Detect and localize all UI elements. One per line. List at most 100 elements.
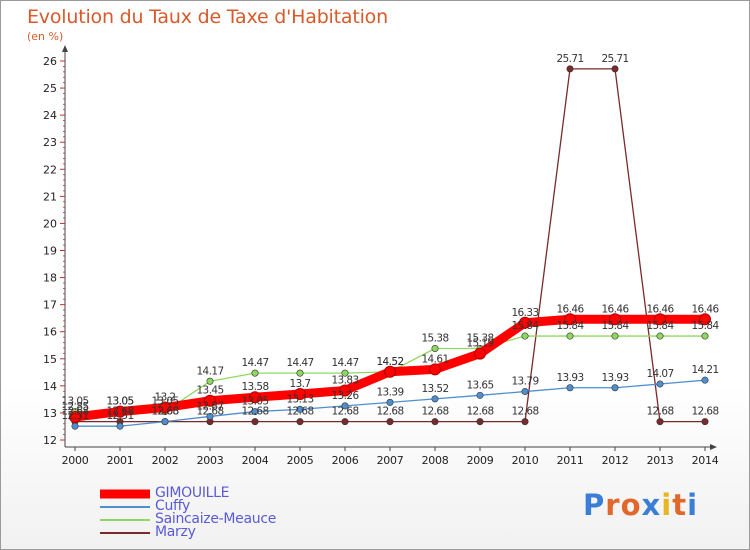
data-point-marzy [656,418,664,426]
logo-letter: i [687,488,699,522]
y-tick-label: 23 [43,136,57,149]
logo-letter: i [661,488,673,522]
data-label-saincaize-meauce: 14.52 [376,356,403,368]
data-label-gimouille: 16.46 [646,303,674,315]
data-label-saincaize-meauce: 13.05 [106,396,133,408]
data-label-marzy: 12.68 [331,406,358,418]
data-label-marzy: 12.68 [376,406,403,418]
data-point-gimouille [249,391,261,404]
data-label-gimouille: 16.46 [691,303,719,315]
legend-swatch [100,489,150,498]
y-tick-label: 22 [43,163,57,176]
data-point-gimouille [519,316,531,329]
x-tick-label: 2005 [287,454,314,467]
legend-label: GIMOUILLE [155,485,230,501]
legend-swatch [100,505,150,508]
data-point-cuffy [476,391,484,399]
data-label-marzy: 12.68 [466,406,493,418]
data-point-marzy [476,418,484,426]
data-label-cuffy: 13.13 [286,393,313,405]
data-point-gimouille [384,365,396,378]
data-point-gimouille [699,313,711,326]
data-point-saincaize-meauce [611,332,619,340]
data-label-saincaize-meauce: 14.47 [286,357,313,369]
legend-swatch [100,518,150,521]
data-point-gimouille [114,405,126,418]
data-point-gimouille [564,313,576,326]
data-label-cuffy: 12.51 [106,410,133,422]
y-tick-label: 24 [43,109,57,122]
data-label-saincaize-meauce: 15.84 [556,320,584,332]
data-label-gimouille: 16.46 [601,303,629,315]
data-label-cuffy: 13.79 [511,376,538,388]
y-tick-label: 15 [43,353,57,366]
data-point-cuffy [251,408,259,416]
data-point-saincaize-meauce [296,369,304,377]
data-point-cuffy [521,388,529,396]
data-point-gimouille [654,313,666,326]
data-label-saincaize-meauce: 15.84 [511,320,539,332]
data-point-saincaize-meauce [431,344,439,352]
data-label-gimouille: 13.45 [196,385,223,397]
data-label-cuffy: 12.87 [196,400,223,412]
x-tick-label: 2003 [197,454,224,467]
data-label-cuffy: 13.93 [556,372,583,384]
y-tick-label: 14 [43,380,57,393]
data-label-gimouille: 13.2 [155,392,176,404]
data-label-saincaize-meauce: 15.84 [691,320,719,332]
data-label-gimouille: 12.85 [61,401,88,413]
legend-label: Marzy [155,524,196,540]
data-point-gimouille [294,387,306,400]
data-point-saincaize-meauce [341,369,349,377]
data-label-marzy: 12.68 [196,406,223,418]
data-label-cuffy: 12.51 [61,410,88,422]
data-point-saincaize-meauce [521,332,529,340]
y-tick-label: 19 [43,245,57,258]
data-point-marzy [566,65,574,73]
data-point-cuffy [116,422,124,430]
logo-letter: t [672,488,688,522]
data-label-gimouille: 13.83 [331,374,358,386]
data-label-gimouille: 16.33 [511,307,538,319]
data-point-cuffy [206,412,214,420]
data-label-gimouille: 13.05 [106,396,133,408]
logo-letter: P [583,488,606,522]
data-point-marzy [521,418,529,426]
data-point-gimouille [429,363,441,376]
data-point-marzy [341,418,349,426]
data-point-gimouille [474,347,486,360]
logo-letter: r [605,488,621,522]
data-point-marzy [701,418,709,426]
data-label-cuffy: 14.07 [646,368,673,380]
y-tick-label: 16 [43,326,57,339]
data-label-cuffy: 13.26 [331,390,359,402]
y-tick-label: 13 [43,407,57,420]
x-tick-label: 2002 [152,454,179,467]
data-label-saincaize-meauce: 15.38 [421,332,448,344]
data-label-marzy: 25.71 [556,53,583,65]
data-label-saincaize-meauce: 15.84 [646,320,674,332]
y-tick-label: 12 [43,434,57,447]
x-tick-label: 2012 [602,454,629,467]
data-label-gimouille: 13.7 [290,378,311,390]
y-tick-label: 21 [43,190,57,203]
y-tick-label: 25 [43,82,57,95]
x-tick-label: 2001 [107,454,134,467]
data-point-cuffy [71,422,79,430]
data-point-gimouille [339,384,351,397]
logo-letter: x [641,488,662,522]
data-point-cuffy [566,384,574,392]
data-point-gimouille [69,410,81,423]
x-tick-label: 2004 [242,454,269,467]
x-tick-label: 2011 [557,454,584,467]
x-tick-label: 2008 [422,454,449,467]
data-label-cuffy: 13.05 [241,396,268,408]
x-tick-label: 2009 [467,454,494,467]
x-tick-label: 2010 [512,454,539,467]
data-label-saincaize-meauce: 15.38 [466,332,493,344]
data-point-cuffy [341,402,349,410]
data-label-marzy: 12.68 [106,406,133,418]
logo-letter: o [620,488,642,522]
data-point-marzy [386,418,394,426]
